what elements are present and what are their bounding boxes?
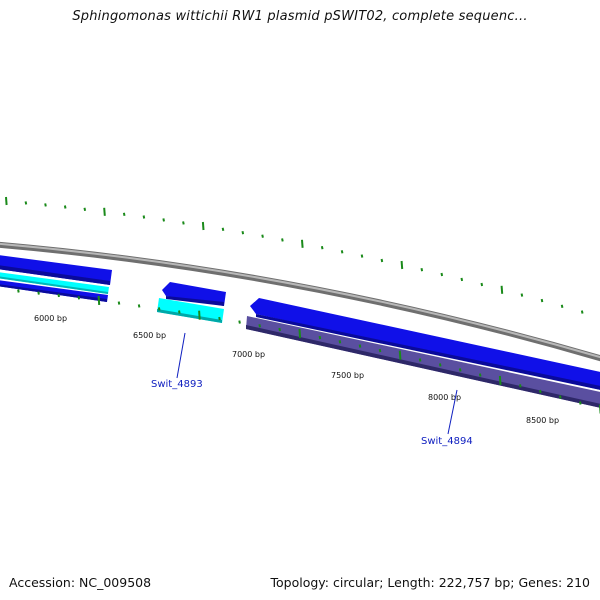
gene-swit-4893-arrow-shade <box>166 296 224 306</box>
minor-tick <box>57 293 60 298</box>
minor-tick <box>519 384 522 388</box>
sequence-stats-text: Topology: circular; Length: 222,757 bp; … <box>270 575 591 590</box>
minor-tick <box>559 395 562 399</box>
minor-tick <box>540 298 544 303</box>
major-tick <box>103 207 106 216</box>
minor-tick <box>83 207 87 211</box>
backbone-arc <box>0 241 600 362</box>
minor-tick <box>258 324 261 328</box>
minor-tick <box>157 307 161 311</box>
minor-tick <box>37 291 40 295</box>
minor-tick <box>182 221 185 225</box>
minor-tick <box>238 320 241 324</box>
gene-swit-4893-cyan-shade <box>157 309 222 323</box>
major-tick <box>298 328 302 339</box>
minor-tick <box>460 277 464 282</box>
minor-tick <box>278 327 281 332</box>
gene-left-forward-shade <box>0 265 110 285</box>
minor-tick <box>378 348 382 353</box>
gene-swit-4893-cyan[interactable] <box>157 298 224 323</box>
map-title: Sphingomonas wittichii RW1 plasmid pSWIT… <box>72 9 528 24</box>
major-tick <box>201 221 205 231</box>
outer-tick-track <box>5 196 584 314</box>
gene-left-reverse-shade <box>0 284 107 302</box>
minor-tick <box>440 272 444 277</box>
minor-tick <box>520 293 524 297</box>
minor-tick <box>579 401 582 405</box>
scale-label-6500: 6500 bp <box>133 331 166 340</box>
leader-line-swit-4894 <box>447 389 458 435</box>
minor-tick <box>318 335 322 340</box>
inner-tick-track <box>17 289 600 414</box>
minor-tick <box>340 250 344 254</box>
minor-tick <box>539 389 542 394</box>
minor-tick <box>420 268 424 272</box>
minor-tick <box>221 227 225 231</box>
minor-tick <box>360 254 364 258</box>
scale-label-8000: 8000 bp <box>428 393 461 402</box>
major-tick <box>400 260 404 270</box>
minor-tick <box>142 215 146 219</box>
minor-tick <box>338 340 342 344</box>
scale-label-7000: 7000 bp <box>232 350 265 359</box>
minor-tick <box>117 301 121 305</box>
major-tick <box>498 375 502 385</box>
minor-tick <box>77 296 81 300</box>
minor-tick <box>241 231 245 235</box>
scale-label-6000: 6000 bp <box>34 314 67 323</box>
minor-tick <box>380 258 384 263</box>
minor-tick <box>560 304 564 308</box>
minor-tick <box>478 373 482 377</box>
major-tick <box>301 239 304 248</box>
minor-tick <box>281 238 284 242</box>
accession-text: Accession: NC_009508 <box>9 575 152 590</box>
minor-tick <box>178 310 181 314</box>
minor-tick <box>218 316 221 321</box>
gene-label-swit-4893[interactable]: Swit_4893 <box>151 379 203 390</box>
minor-tick <box>137 304 141 308</box>
minor-tick <box>162 218 165 222</box>
backbone-highlight <box>0 242 600 359</box>
minor-tick <box>480 282 484 287</box>
minor-tick <box>24 201 28 205</box>
minor-tick <box>63 205 67 209</box>
gene-swit-4894-arrow[interactable] <box>250 298 600 392</box>
gene-swit-4894-arrow-shade <box>256 314 600 390</box>
minor-tick <box>580 310 584 314</box>
major-tick <box>97 295 101 305</box>
minor-tick <box>44 203 47 207</box>
gene-swit-4893-arrow[interactable] <box>162 282 226 306</box>
major-tick <box>398 350 402 360</box>
major-tick <box>500 285 504 294</box>
minor-tick <box>261 234 264 238</box>
major-tick <box>198 310 201 320</box>
scale-label-8500: 8500 bp <box>526 416 559 425</box>
minor-tick <box>122 212 126 216</box>
major-tick <box>5 196 8 206</box>
scale-label-7500: 7500 bp <box>331 371 364 380</box>
minor-tick <box>418 358 422 362</box>
minor-tick <box>438 363 442 367</box>
gene-reverse-purple-shade <box>246 325 600 408</box>
gene-label-swit-4894[interactable]: Swit_4894 <box>421 436 473 447</box>
leader-line-swit-4893 <box>176 332 186 379</box>
minor-tick <box>17 289 20 293</box>
minor-tick <box>458 368 462 372</box>
gene-left-cyan-shade <box>0 276 108 294</box>
minor-tick <box>358 344 362 348</box>
minor-tick <box>320 246 324 250</box>
